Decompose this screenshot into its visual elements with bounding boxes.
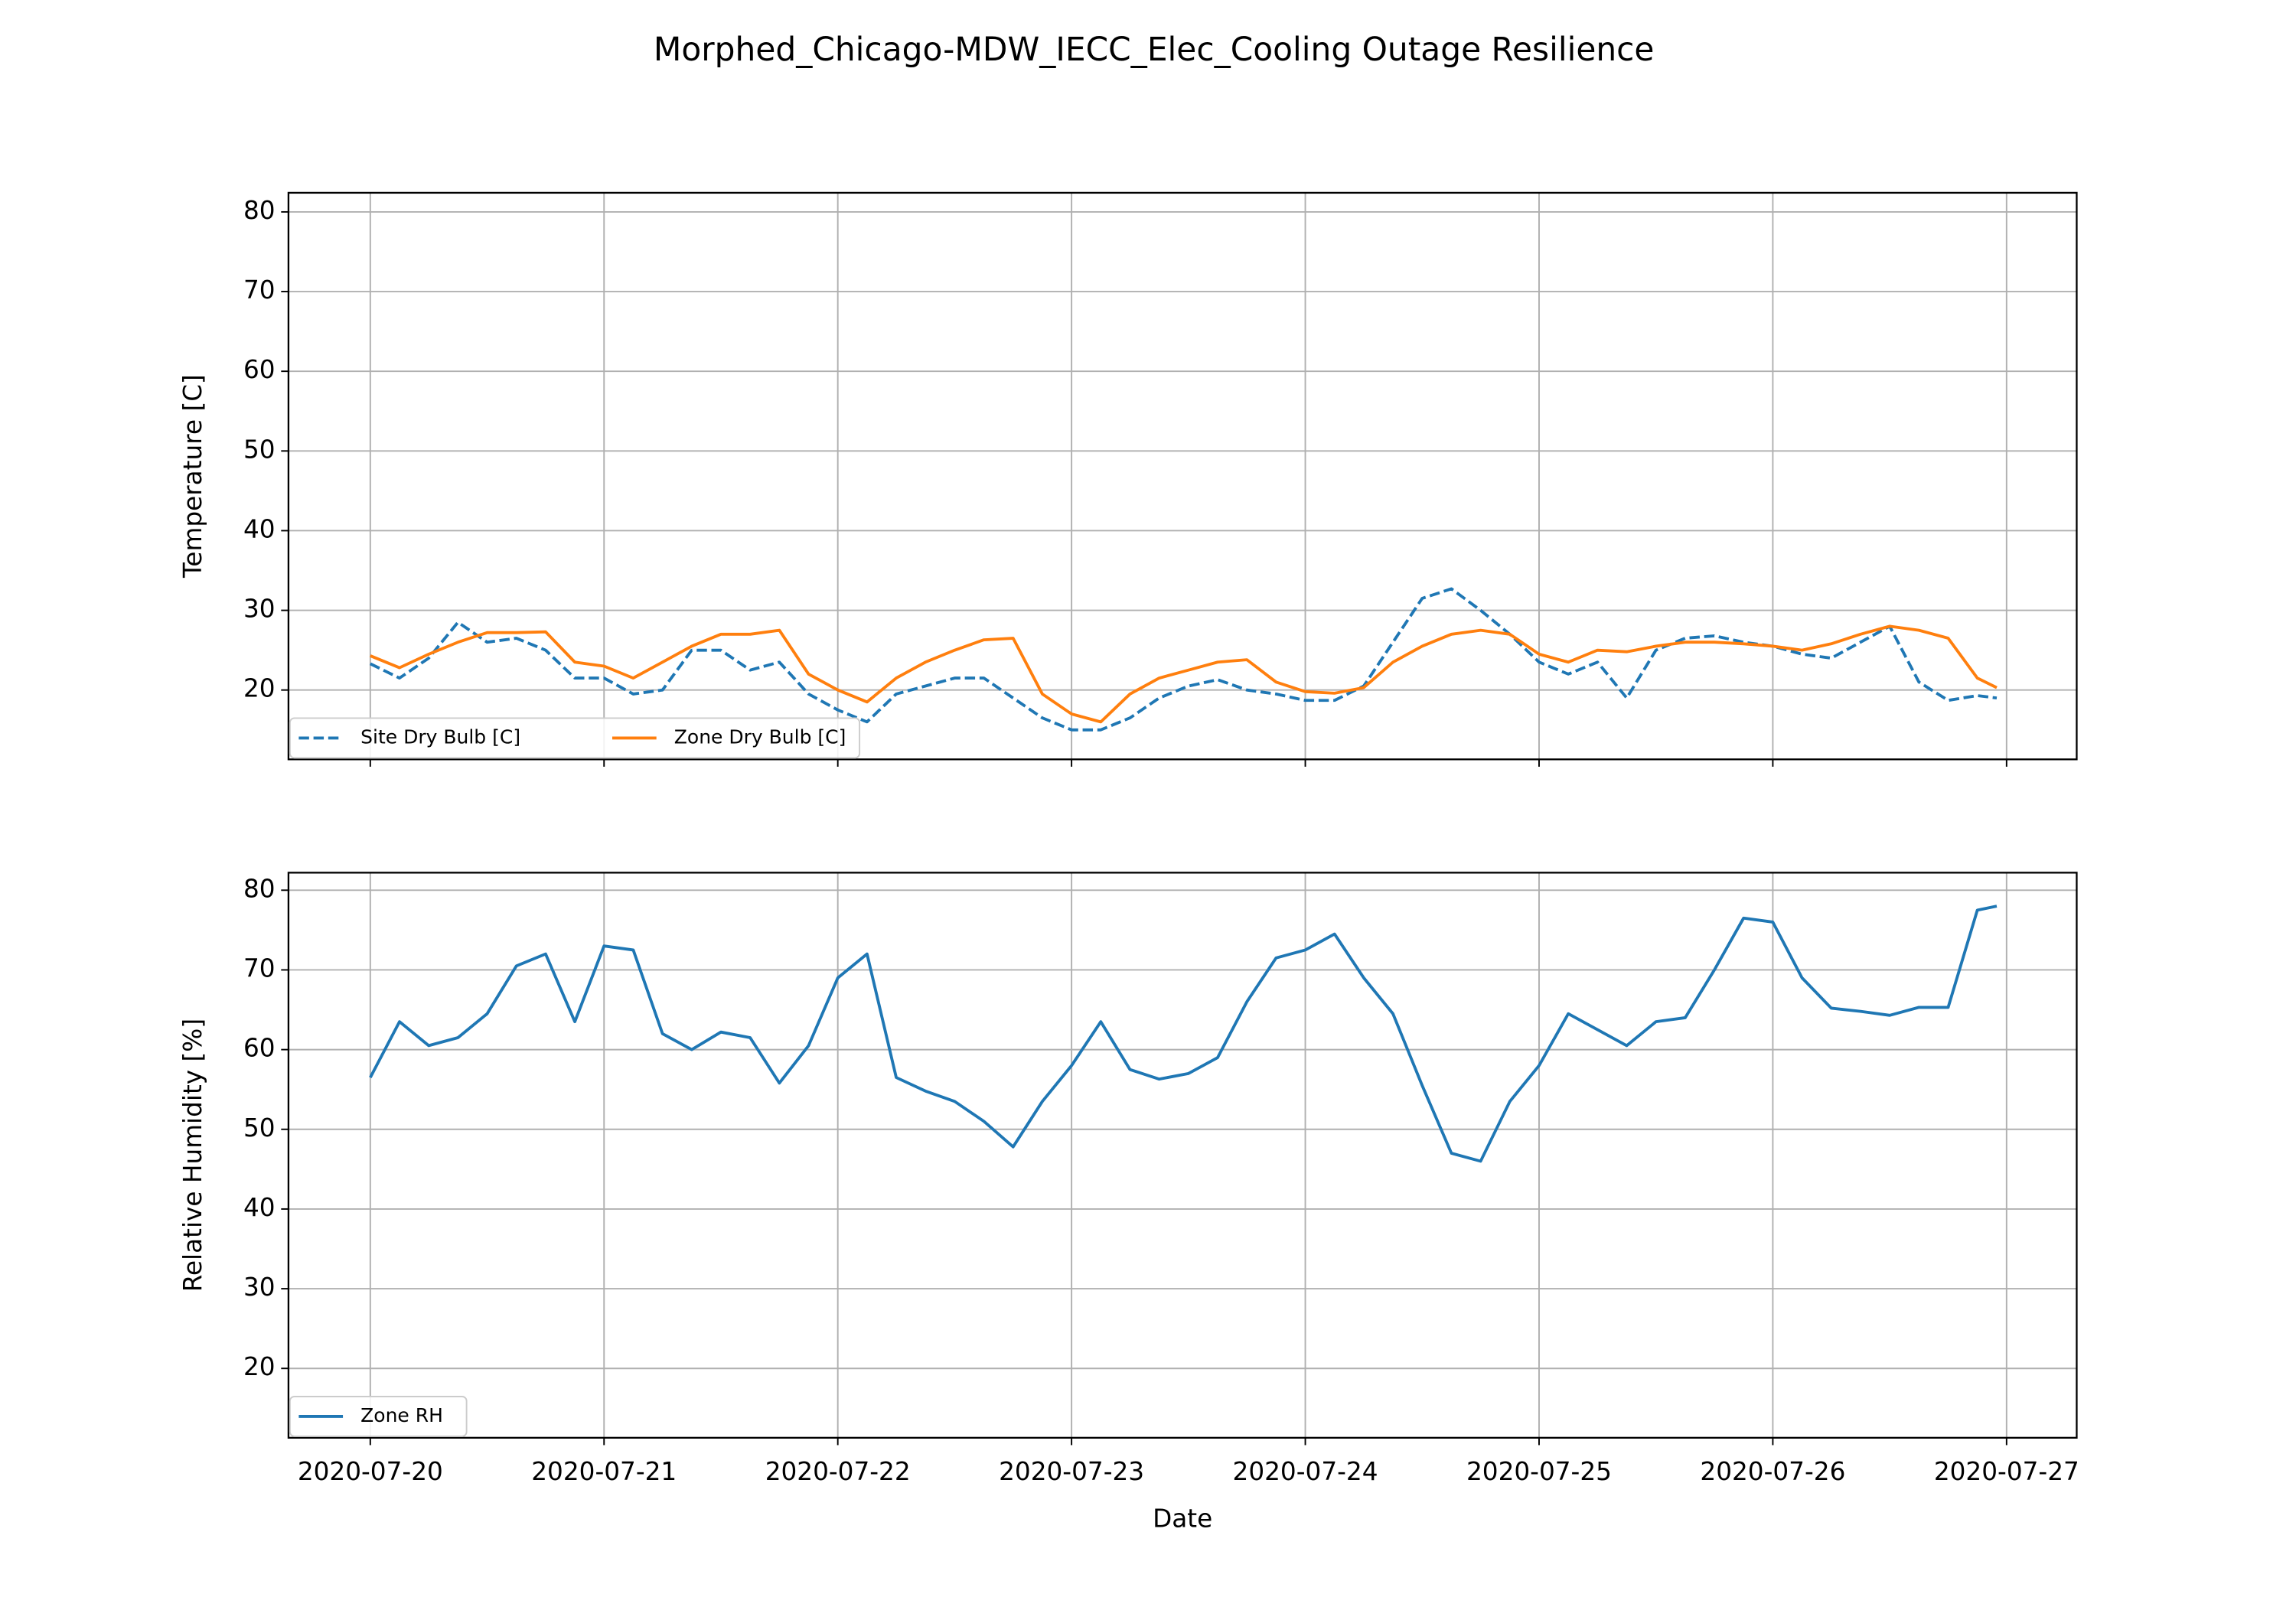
y-tick-label: 60 bbox=[243, 355, 276, 384]
y-tick-label: 20 bbox=[243, 1352, 276, 1381]
y-tick-label: 50 bbox=[243, 435, 276, 464]
y-tick-label: 30 bbox=[243, 1273, 276, 1302]
x-tick-label: 2020-07-25 bbox=[1466, 1457, 1612, 1486]
x-tick-label: 2020-07-22 bbox=[765, 1457, 911, 1486]
plot-frame bbox=[287, 872, 2078, 1439]
plot-frame bbox=[287, 191, 2078, 761]
legend-box bbox=[289, 717, 861, 759]
y-tick-label: 70 bbox=[243, 953, 276, 983]
y-tick-label: 40 bbox=[243, 514, 276, 543]
x-tick-label: 2020-07-27 bbox=[1934, 1457, 2079, 1486]
x-tick-label: 2020-07-23 bbox=[999, 1457, 1144, 1486]
y-tick-label: 80 bbox=[243, 874, 276, 903]
data-line bbox=[369, 905, 1998, 1163]
x-tick-label: 2020-07-20 bbox=[298, 1457, 443, 1486]
y-tick-label: 50 bbox=[243, 1113, 276, 1143]
legend-label: Zone RH bbox=[360, 1404, 443, 1426]
x-tick-label: 2020-07-26 bbox=[1700, 1457, 1845, 1486]
y-tick-label: 80 bbox=[243, 196, 276, 225]
x-tick-label: 2020-07-21 bbox=[531, 1457, 677, 1486]
y-tick-label: 30 bbox=[243, 595, 276, 624]
legend-label: Site Dry Bulb [C] bbox=[360, 725, 520, 748]
y-axis-label: Relative Humidity [%] bbox=[178, 1019, 207, 1292]
legend-label: Zone Dry Bulb [C] bbox=[674, 725, 846, 748]
x-tick-label: 2020-07-24 bbox=[1233, 1457, 1378, 1486]
figure-title: Morphed_Chicago-MDW_IECC_Elec_Cooling Ou… bbox=[654, 31, 1655, 68]
data-line bbox=[370, 624, 1998, 724]
y-tick-label: 20 bbox=[243, 674, 276, 703]
x-axis-label: Date bbox=[1153, 1504, 1212, 1534]
y-tick-label: 40 bbox=[243, 1193, 276, 1222]
legend-box bbox=[289, 1396, 468, 1437]
data-line bbox=[369, 587, 1998, 732]
y-tick-label: 70 bbox=[243, 275, 276, 305]
y-axis-label: Temperature [C] bbox=[178, 374, 207, 579]
y-tick-label: 60 bbox=[243, 1034, 276, 1063]
